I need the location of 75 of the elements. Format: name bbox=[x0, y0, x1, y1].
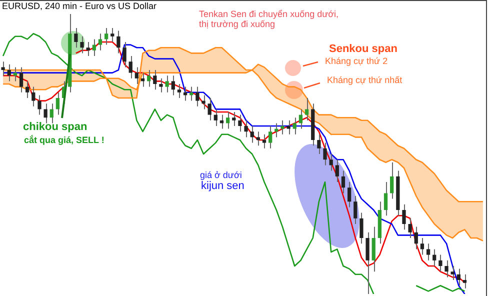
annotation: Senkou span bbox=[329, 43, 398, 56]
candlestick bbox=[402, 204, 406, 230]
candlestick bbox=[414, 226, 418, 250]
annotation: Tenkan Sen đi chuyển xuống dưới, thị trường đi xuống bbox=[199, 9, 339, 30]
candlestick bbox=[128, 56, 132, 79]
candlestick bbox=[44, 103, 48, 124]
candlestick bbox=[202, 94, 206, 110]
candlestick bbox=[426, 243, 430, 261]
candlestick bbox=[384, 182, 388, 216]
candlestick bbox=[159, 78, 163, 93]
candlestick bbox=[329, 154, 333, 172]
candlestick bbox=[171, 75, 175, 96]
candlestick bbox=[56, 92, 60, 116]
candlestick bbox=[450, 266, 454, 280]
candlestick bbox=[238, 114, 242, 132]
annotation: Kháng cự thứ nhất bbox=[327, 75, 402, 86]
candlestick bbox=[214, 108, 218, 126]
annotation: Kháng cự thứ 2 bbox=[325, 56, 388, 67]
candlestick bbox=[153, 70, 157, 90]
candlestick bbox=[408, 218, 412, 238]
candlestick bbox=[19, 66, 24, 93]
candlestick bbox=[366, 232, 370, 294]
annotation: giá ở dưới bbox=[200, 170, 242, 181]
candlestick bbox=[196, 86, 200, 107]
annotation: chikou span bbox=[23, 121, 88, 134]
candlestick bbox=[390, 162, 394, 200]
candlestick bbox=[32, 86, 36, 107]
candlestick bbox=[304, 98, 309, 121]
candlestick bbox=[286, 120, 290, 135]
candlestick bbox=[147, 70, 151, 88]
candlestick bbox=[420, 238, 424, 256]
candlestick bbox=[262, 134, 266, 149]
candlestick bbox=[177, 84, 182, 98]
annotation: cắt qua giá, SELL ! bbox=[24, 135, 104, 146]
candlestick bbox=[134, 66, 139, 84]
candlestick bbox=[244, 120, 248, 138]
candlestick bbox=[86, 42, 90, 56]
candlestick bbox=[7, 64, 11, 82]
candlestick bbox=[226, 112, 230, 130]
candlestick bbox=[232, 112, 236, 126]
candlestick bbox=[268, 126, 272, 149]
candlestick bbox=[74, 28, 78, 48]
candlestick bbox=[354, 196, 358, 224]
candlestick bbox=[341, 170, 346, 194]
candlestick bbox=[110, 28, 114, 42]
candlestick bbox=[444, 260, 448, 278]
candlestick bbox=[26, 80, 30, 98]
candlestick bbox=[438, 254, 442, 272]
candlestick bbox=[92, 38, 96, 56]
candlestick bbox=[462, 274, 467, 289]
candlestick bbox=[317, 134, 321, 154]
chart-title: EURUSD, 240 min - Euro vs US Dollar bbox=[2, 1, 159, 12]
candlestick bbox=[360, 212, 364, 244]
candlestick bbox=[38, 94, 42, 116]
candlestick bbox=[104, 28, 108, 46]
candlestick bbox=[347, 182, 352, 208]
candlestick bbox=[122, 42, 126, 68]
candlestick bbox=[50, 103, 54, 124]
candlestick bbox=[116, 30, 120, 54]
candlestick bbox=[208, 98, 212, 121]
candlestick bbox=[456, 268, 460, 286]
candlestick bbox=[372, 226, 376, 272]
annotation: kijun sen bbox=[201, 180, 244, 192]
candlestick bbox=[1, 61, 5, 76]
candlestick bbox=[298, 108, 303, 130]
candlestick bbox=[432, 248, 436, 266]
candlestick bbox=[292, 117, 296, 135]
candlestick bbox=[335, 159, 339, 182]
candlestick bbox=[98, 33, 102, 51]
candlestick bbox=[80, 36, 84, 54]
candlestick bbox=[280, 120, 284, 135]
candlestick bbox=[323, 142, 327, 166]
candlestick bbox=[256, 131, 260, 146]
candlestick bbox=[165, 75, 169, 93]
candlestick bbox=[250, 126, 254, 144]
